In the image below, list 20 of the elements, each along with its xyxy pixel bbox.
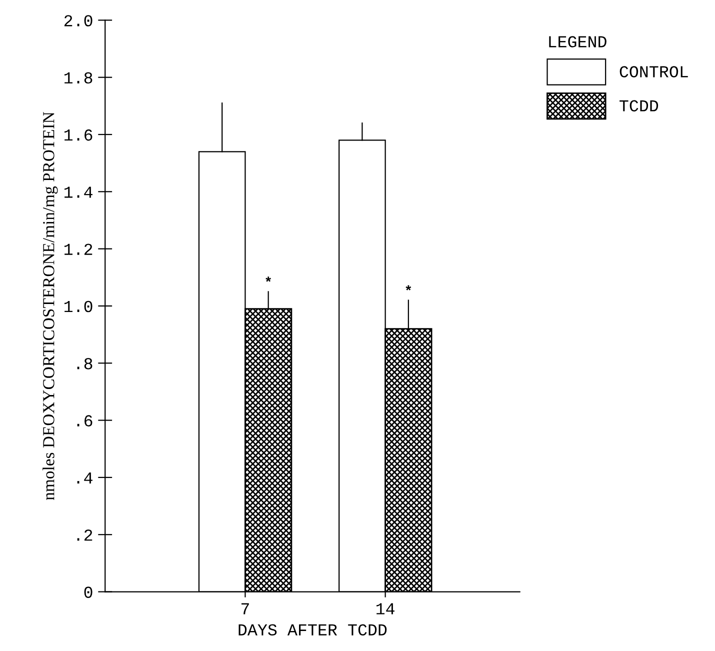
x-tick-label: 14 [376,603,394,614]
y-tick-label: 1.2 [64,244,92,255]
y-tick-label: .6 [77,415,92,426]
y-tick-label: 2.0 [64,15,92,26]
y-tick-label: 1.8 [64,72,92,84]
x-axis-title: DAYS AFTER TCDD [238,624,387,636]
legend-label: CONTROL [620,66,688,78]
y-tick-label: 1.6 [64,129,92,141]
legend-label: TCDD [620,100,658,112]
y-tick-label: 1.4 [64,186,92,198]
y-tick-label: .2 [77,529,92,541]
annotation: * [406,285,412,290]
annotation: * [266,276,271,282]
y-tick-label: .8 [77,358,92,370]
x-tick-label: 7 [241,603,249,614]
y-tick-label: .4 [77,472,92,484]
y-axis-title: nmoles DEOXYCORTICOSTERONE/min/mg PROTEIN [42,112,58,500]
y-tick-label: 1.0 [64,300,92,312]
legend-title: LEGEND [549,36,606,48]
y-tick-label: 0 [84,586,92,598]
